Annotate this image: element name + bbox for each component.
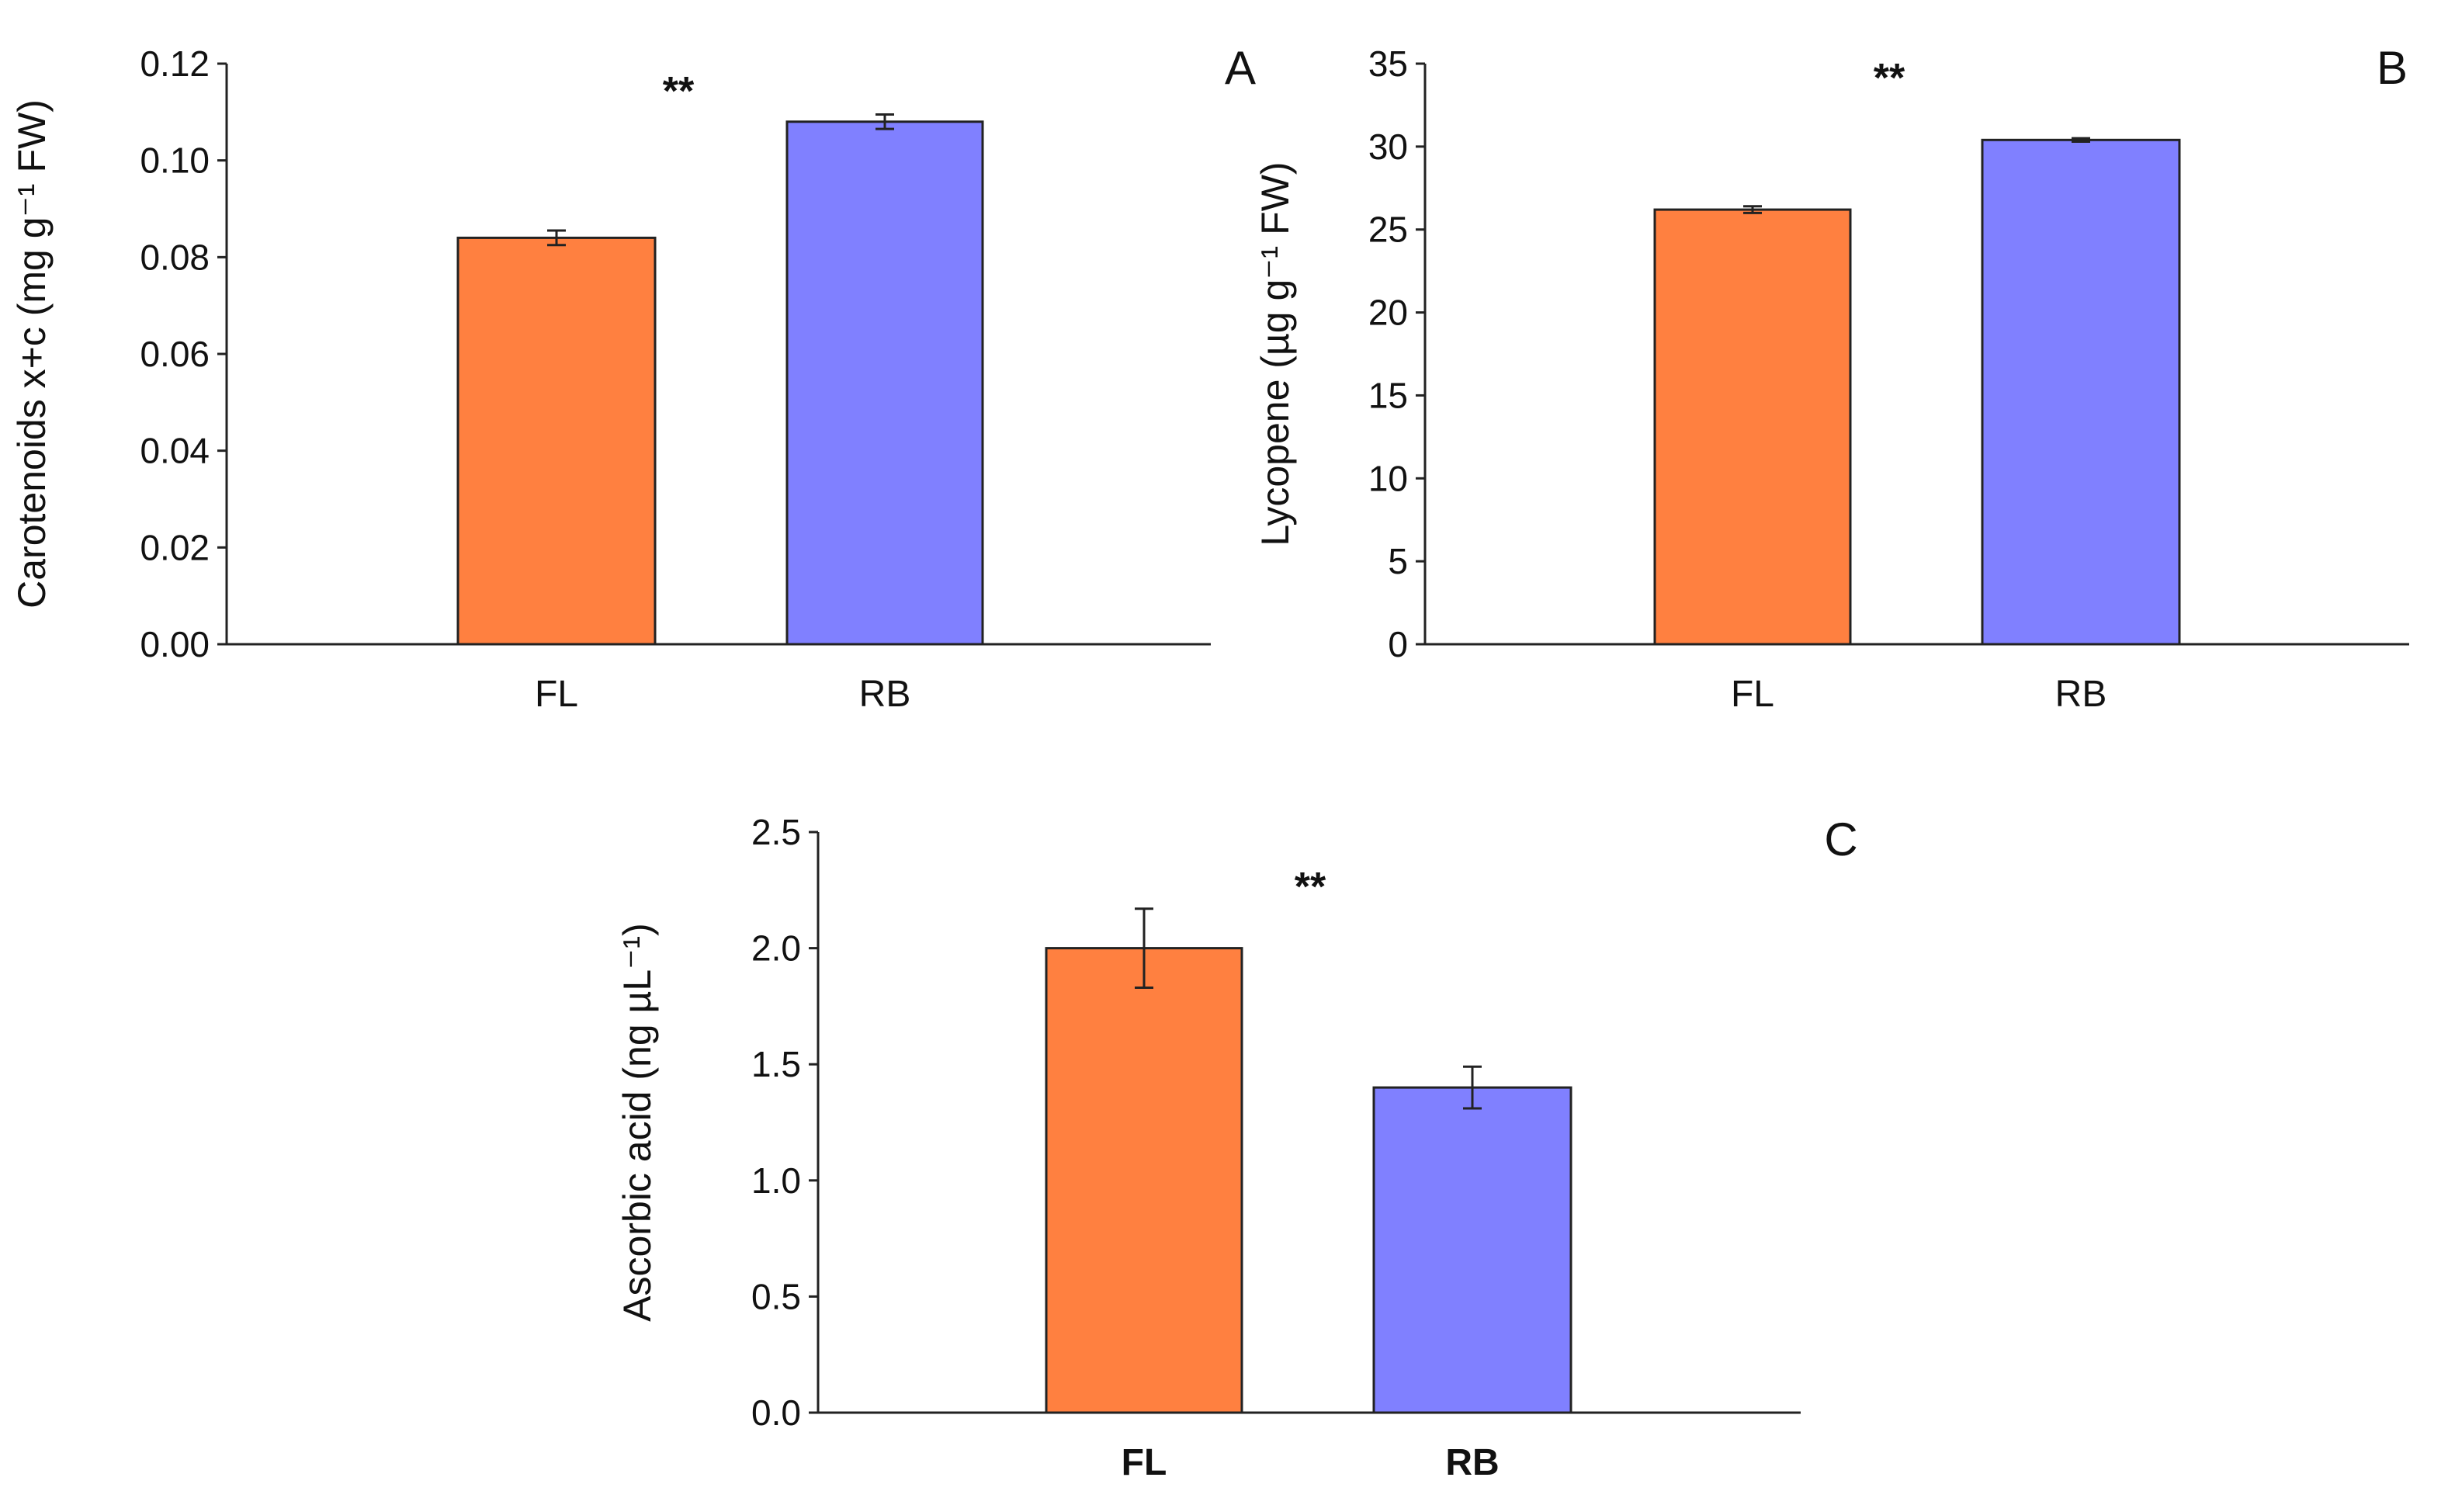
y-tick-label: 2.5 [751,812,801,852]
x-category-label: RB [1445,1442,1499,1483]
significance-marker: ** [663,69,695,114]
y-tick-label: 1.0 [751,1160,801,1201]
y-tick-label: 0.12 [140,43,210,84]
y-tick-label: 0 [1388,624,1408,664]
y-tick-label: 1.5 [751,1044,801,1084]
significance-marker: ** [1874,56,1905,101]
x-category-label: RB [859,674,911,715]
y-tick-label: 0.06 [140,334,210,374]
x-category-label: FL [1122,1442,1167,1483]
y-tick-label: 0.04 [140,431,210,471]
y-tick-label: 30 [1368,127,1408,167]
y-tick-label: 25 [1368,210,1408,250]
y-tick-label: 5 [1388,541,1408,581]
bar-fl [1653,208,1852,646]
y-tick-label: 0.10 [140,140,210,181]
y-tick-label: 35 [1368,43,1408,84]
x-category-label: FL [1731,674,1774,715]
y-axis-title: Carotenoids x+c (mg g⁻¹ FW) [10,99,54,609]
panel-label: B [2377,42,2408,94]
y-tick-label: 0.5 [751,1276,801,1316]
y-tick-label: 0.08 [140,237,210,277]
x-category-label: FL [535,674,578,715]
y-tick-label: 2.0 [751,928,801,969]
bar-rb [1981,138,2181,646]
bar-fl [1045,947,1243,1414]
chart-panel-c: 0.0 0.5 1.0 1.5 2.0 2.5 Ascorbic acid (ng µL⁻¹… [615,812,1858,1483]
chart-panel-b: 0 5 10 15 20 25 30 35 Lycopene (µg g⁻¹ FW) FL RB **… [1253,42,2409,715]
chart-panel-a: 0.00 0.02 0.04 0.06 0.08 0.10 0.12 Carotenoids … [10,42,1256,715]
y-tick-label: 15 [1368,375,1408,415]
significance-marker: ** [1295,865,1326,910]
y-axis-title: Ascorbic acid (ng µL⁻¹) [615,923,659,1322]
bar-fl [456,236,657,646]
y-axis-title: Lycopene (µg g⁻¹ FW) [1253,161,1297,546]
bar-rb [785,120,984,646]
bar-rb [1372,1086,1572,1414]
panel-label: A [1225,42,1256,94]
y-tick-label: 20 [1368,293,1408,333]
y-tick-label: 10 [1368,458,1408,498]
panel-label: C [1824,813,1857,865]
y-tick-label: 0.02 [140,527,210,567]
y-tick-label: 0.00 [140,624,210,664]
y-tick-label: 0.0 [751,1392,801,1433]
x-category-label: RB [2055,674,2107,715]
